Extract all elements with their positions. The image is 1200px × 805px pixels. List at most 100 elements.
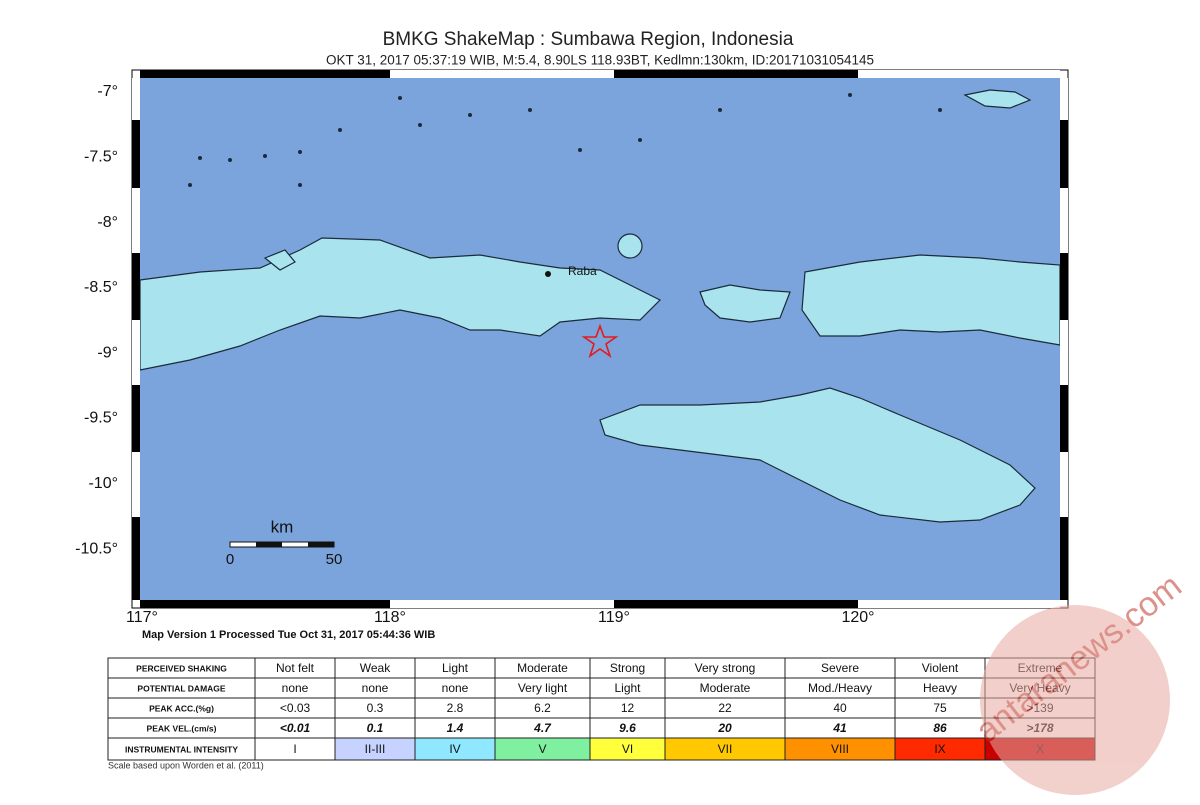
frame-segment <box>1060 517 1068 600</box>
table-value: 41 <box>832 721 847 735</box>
table-value: 86 <box>933 721 947 735</box>
lon-label: 120° <box>841 609 874 626</box>
table-value: II-III <box>365 742 386 756</box>
table-value: Mod./Heavy <box>808 681 872 695</box>
frame-segment <box>132 78 140 120</box>
frame-segment <box>858 600 1060 608</box>
map-subtitle: OKT 31, 2017 05:37:19 WIB, M:5.4, 8.90LS… <box>326 53 874 68</box>
lon-label: 117° <box>126 609 158 626</box>
lat-label: -7° <box>97 83 118 100</box>
frame-segment <box>132 188 140 253</box>
watermark: antaranews.com <box>969 567 1189 795</box>
island-flores <box>801 254 1061 346</box>
version-note: Map Version 1 Processed Tue Oct 31, 2017… <box>142 629 435 641</box>
row-header: POTENTIAL DAMAGE <box>137 683 225 693</box>
table-value: Moderate <box>517 661 568 675</box>
frame-segment <box>614 600 858 608</box>
table-value: 4.7 <box>533 721 552 735</box>
table-value: IV <box>449 742 460 756</box>
frame-segment <box>1060 188 1068 253</box>
table-value: VIII <box>831 742 849 756</box>
table-value: 0.1 <box>367 721 384 735</box>
table-value: none <box>442 681 469 695</box>
table-value: 6.2 <box>534 701 551 715</box>
row-header: PERCEIVED SHAKING <box>136 663 227 673</box>
island-sangeang <box>617 233 643 259</box>
island-small <box>963 89 1032 109</box>
table-value: 9.6 <box>619 721 636 735</box>
row-header: PEAK ACC.(%g) <box>149 703 214 713</box>
table-value: <0.03 <box>280 701 311 715</box>
frame-segment <box>132 253 140 320</box>
table-value: I <box>293 742 296 756</box>
table-value: <0.01 <box>280 721 311 735</box>
frame-segment <box>390 70 614 78</box>
table-value: 0.3 <box>367 701 384 715</box>
row-header: INSTRUMENTAL INTENSITY <box>125 744 238 754</box>
watermark-logo <box>980 605 1170 795</box>
frame-segment <box>132 385 140 452</box>
frame-segment <box>132 120 140 188</box>
row-header: PEAK VEL.(cm/s) <box>147 723 217 733</box>
table-value: Moderate <box>700 681 751 695</box>
lat-label: -10.5° <box>75 540 118 557</box>
table-value: Weak <box>360 661 391 675</box>
frame-segment <box>1060 452 1068 517</box>
table-value: Very strong <box>695 661 756 675</box>
island-lombok-strait <box>263 249 296 271</box>
frame-segment <box>1060 120 1068 188</box>
lat-label: -9° <box>97 344 118 361</box>
frame-segment <box>140 70 390 78</box>
frame-segment <box>132 517 140 600</box>
footnote: Scale based upon Worden et al. (2011) <box>108 760 264 770</box>
table-value: Not felt <box>276 661 315 675</box>
table-value: Violent <box>922 661 959 675</box>
island-sumbawa <box>139 237 662 371</box>
table-value: 2.8 <box>447 701 464 715</box>
frame-segment <box>1060 253 1068 320</box>
lat-label: -9.5° <box>84 410 118 427</box>
frame-segment <box>614 70 858 78</box>
table-value: 75 <box>933 701 947 715</box>
scale-unit: km <box>271 517 294 536</box>
table-value: 20 <box>717 721 732 735</box>
lat-label: -7.5° <box>84 149 118 166</box>
table-value: 40 <box>833 701 847 715</box>
lat-label: -8° <box>97 214 118 231</box>
scale-label: 50 <box>326 551 343 568</box>
frame-segment <box>1060 385 1068 452</box>
lon-label: 119° <box>598 609 630 626</box>
lat-label: -8.5° <box>84 279 118 296</box>
islets <box>188 93 942 187</box>
scale-label: 0 <box>226 551 234 568</box>
island-sumba <box>599 387 1036 523</box>
map-area: Raba km 0 50 <box>139 78 1061 600</box>
frame-segment <box>132 320 140 385</box>
table-value: V <box>538 742 546 756</box>
map-title: BMKG ShakeMap : Sumbawa Region, Indonesi… <box>383 29 794 50</box>
scale-bar-segment <box>308 542 334 547</box>
epicenter <box>581 323 619 359</box>
city-label: Raba <box>568 264 597 278</box>
table-value: Light <box>442 661 469 675</box>
lon-label: 118° <box>374 609 406 626</box>
table-value: Severe <box>821 661 859 675</box>
frame-segment <box>1060 320 1068 385</box>
table-value: Very light <box>518 681 568 695</box>
frame-segment <box>140 600 390 608</box>
map-frame: -7° -7.5° -8° -8.5° -9° -9.5° -10° -10.5° 117° 11… <box>75 69 1069 626</box>
table-value: VI <box>622 742 633 756</box>
lat-label: -10° <box>88 475 118 492</box>
table-value: 1.4 <box>447 721 464 735</box>
table-value: none <box>282 681 309 695</box>
table-value: 22 <box>718 701 732 715</box>
frame-segment <box>858 70 1060 78</box>
island-komodo <box>699 284 791 323</box>
table-value: Light <box>614 681 641 695</box>
table-value: 12 <box>621 701 635 715</box>
table-value: Strong <box>610 661 645 675</box>
frame-segment <box>390 600 614 608</box>
frame-segment <box>1060 78 1068 120</box>
legend-table: PERCEIVED SHAKING Not felt Weak Light Modera… <box>107 657 1096 761</box>
